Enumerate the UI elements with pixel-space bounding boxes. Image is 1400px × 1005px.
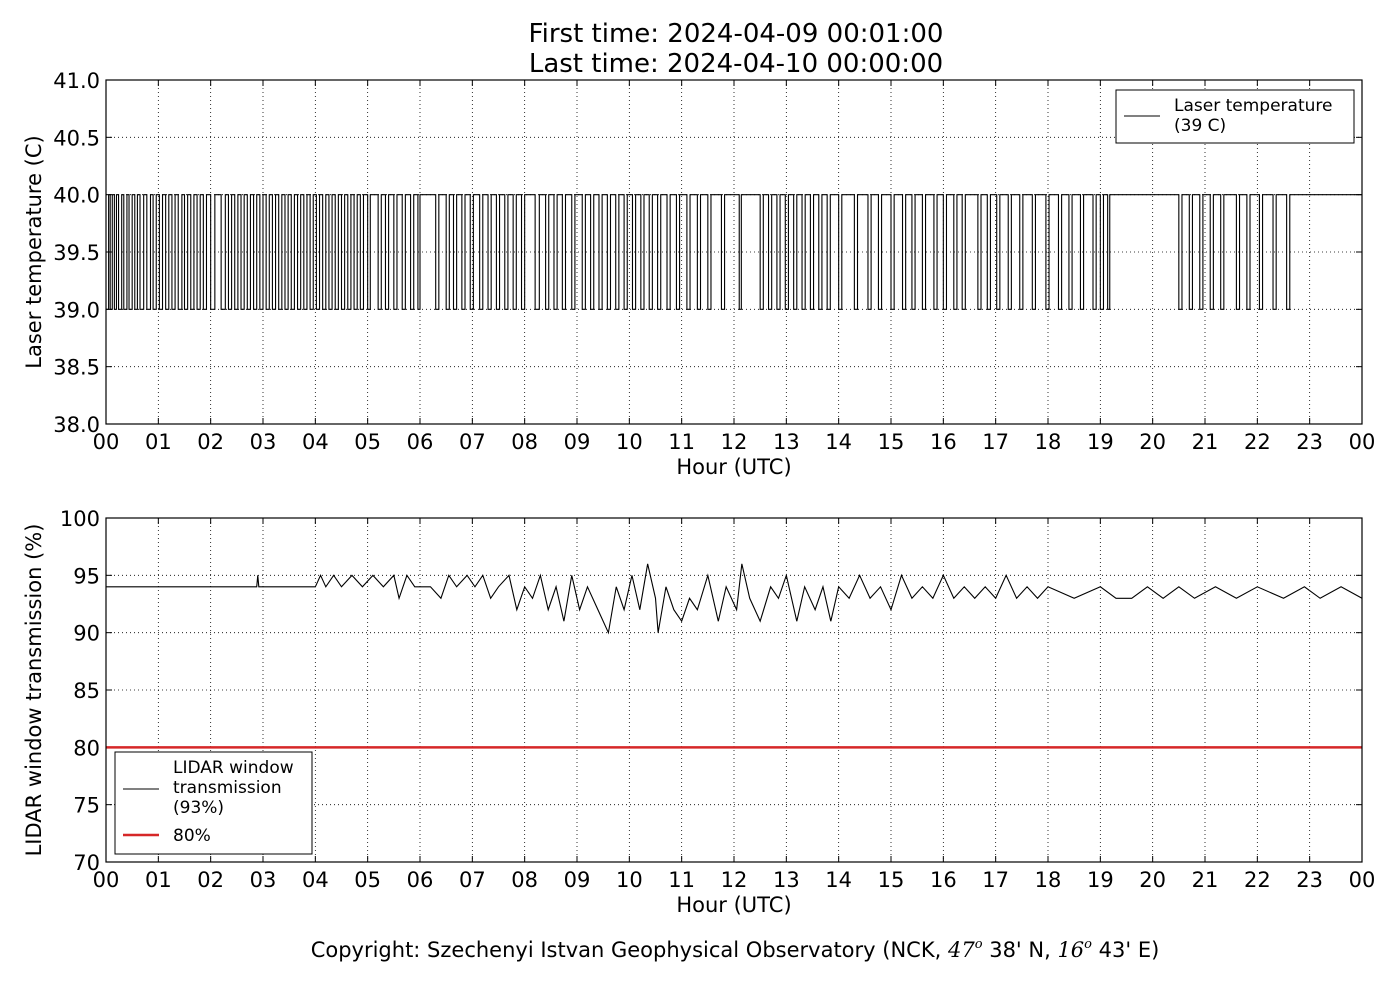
x-tick-label: 17	[982, 868, 1009, 892]
legend-label-line2: (39 C)	[1174, 116, 1226, 136]
y-tick-label: 85	[73, 679, 100, 703]
x-tick-label: 08	[511, 430, 538, 454]
y-tick-label: 38.0	[53, 413, 100, 437]
title-first-time: First time: 2024-04-09 00:01:00	[529, 19, 944, 49]
x-tick-label: 15	[878, 430, 905, 454]
plot-frame	[105, 517, 1363, 863]
y-tick-label: 95	[73, 564, 100, 588]
x-tick-label: 09	[564, 868, 591, 892]
y-axis-label: LIDAR window transmission (%)	[22, 524, 46, 857]
y-tick-label: 40.5	[53, 126, 100, 150]
title-last-time: Last time: 2024-04-10 00:00:00	[529, 49, 943, 79]
y-tick-label: 75	[73, 794, 100, 818]
x-tick-label: 12	[721, 430, 748, 454]
longitude-minutes: 43' E)	[1092, 938, 1159, 962]
x-tick-label: 13	[773, 430, 800, 454]
x-tick-label: 01	[145, 868, 172, 892]
x-tick-label: 11	[668, 430, 695, 454]
x-tick-label: 21	[1192, 430, 1219, 454]
x-tick-label: 02	[197, 430, 224, 454]
y-tick-label: 41.0	[53, 69, 100, 93]
x-tick-label: 11	[668, 868, 695, 892]
x-axis-label: Hour (UTC)	[676, 893, 791, 917]
x-tick-label: 18	[1035, 430, 1062, 454]
x-tick-label: 09	[564, 430, 591, 454]
x-tick-label: 20	[1139, 430, 1166, 454]
x-tick-label: 07	[459, 430, 486, 454]
x-tick-label: 22	[1244, 430, 1271, 454]
x-tick-label: 10	[616, 430, 643, 454]
plot-frame	[105, 79, 1363, 425]
y-tick-label: 39.0	[53, 298, 100, 322]
y-tick-label: 70	[73, 851, 100, 875]
x-tick-label: 22	[1244, 868, 1271, 892]
series-line	[106, 194, 1362, 310]
x-tick-label: 15	[878, 868, 905, 892]
x-tick-label: 00	[1349, 868, 1376, 892]
legend-box	[114, 751, 313, 855]
laser-temperature-chart: 00 01 02 03 04 05 06 07 08 09 10 11 12 13 14 15 16 17 18 19…	[22, 69, 1375, 479]
x-tick-label: 07	[459, 868, 486, 892]
y-tick-label: 38.5	[53, 356, 100, 380]
x-tick-label: 10	[616, 868, 643, 892]
series-line	[106, 563, 1363, 635]
x-tick-label: 00	[1349, 430, 1376, 454]
x-tick-label: 06	[407, 868, 434, 892]
x-tick-label: 23	[1296, 868, 1323, 892]
x-tick-label: 23	[1296, 430, 1323, 454]
x-tick-label: 05	[354, 430, 381, 454]
legend-label: Laser temperature	[1174, 96, 1332, 116]
x-tick-label: 17	[982, 430, 1009, 454]
x-tick-label: 16	[930, 430, 957, 454]
legend-label-transmission: (93%)	[173, 798, 224, 818]
x-tick-label: 20	[1139, 868, 1166, 892]
latitude-degrees: 47	[947, 938, 975, 962]
degree-superscript-lat: o	[975, 937, 983, 952]
x-tick-label: 06	[407, 430, 434, 454]
legend-label-transmission: LIDAR window	[173, 758, 294, 778]
y-tick-label: 80	[73, 736, 100, 760]
x-tick-label: 03	[250, 430, 277, 454]
x-tick-label: 12	[721, 868, 748, 892]
x-tick-label: 04	[302, 868, 329, 892]
x-tick-label: 16	[930, 868, 957, 892]
longitude-degrees: 16	[1057, 938, 1084, 962]
x-tick-label: 13	[773, 868, 800, 892]
y-tick-label: 90	[73, 622, 100, 646]
x-tick-label: 14	[825, 430, 852, 454]
x-tick-label: 02	[197, 868, 224, 892]
x-tick-label: 01	[145, 430, 172, 454]
x-tick-label: 19	[1087, 430, 1114, 454]
x-tick-label: 04	[302, 430, 329, 454]
x-axis-label: Hour (UTC)	[676, 455, 791, 479]
x-tick-label: 08	[511, 868, 538, 892]
degree-superscript-lon: o	[1084, 937, 1092, 952]
lidar-transmission-chart: 00 01 02 03 04 05 06 07 08 09 10 11 12 13 14 15 16 17 18 19…	[22, 507, 1375, 917]
latitude-minutes: 38' N,	[983, 938, 1058, 962]
y-axis-label: Laser temperature (C)	[22, 135, 46, 368]
x-tick-label: 00	[93, 430, 120, 454]
x-tick-label: 18	[1035, 868, 1062, 892]
y-tick-label: 39.5	[53, 241, 100, 265]
y-tick-label: 40.0	[53, 184, 100, 208]
legend-label-transmission: transmission	[173, 778, 282, 798]
legend-label-threshold: 80%	[173, 826, 211, 846]
x-tick-label: 05	[354, 868, 381, 892]
x-tick-label: 14	[825, 868, 852, 892]
copyright-text: Copyright: Szechenyi Istvan Geophysical …	[311, 937, 1160, 962]
copyright-prefix: Copyright: Szechenyi Istvan Geophysical …	[311, 938, 948, 962]
x-tick-label: 03	[250, 868, 277, 892]
x-tick-label: 19	[1087, 868, 1114, 892]
x-tick-label: 21	[1192, 868, 1219, 892]
y-tick-label: 100	[60, 507, 100, 531]
x-tick-label: 00	[93, 868, 120, 892]
